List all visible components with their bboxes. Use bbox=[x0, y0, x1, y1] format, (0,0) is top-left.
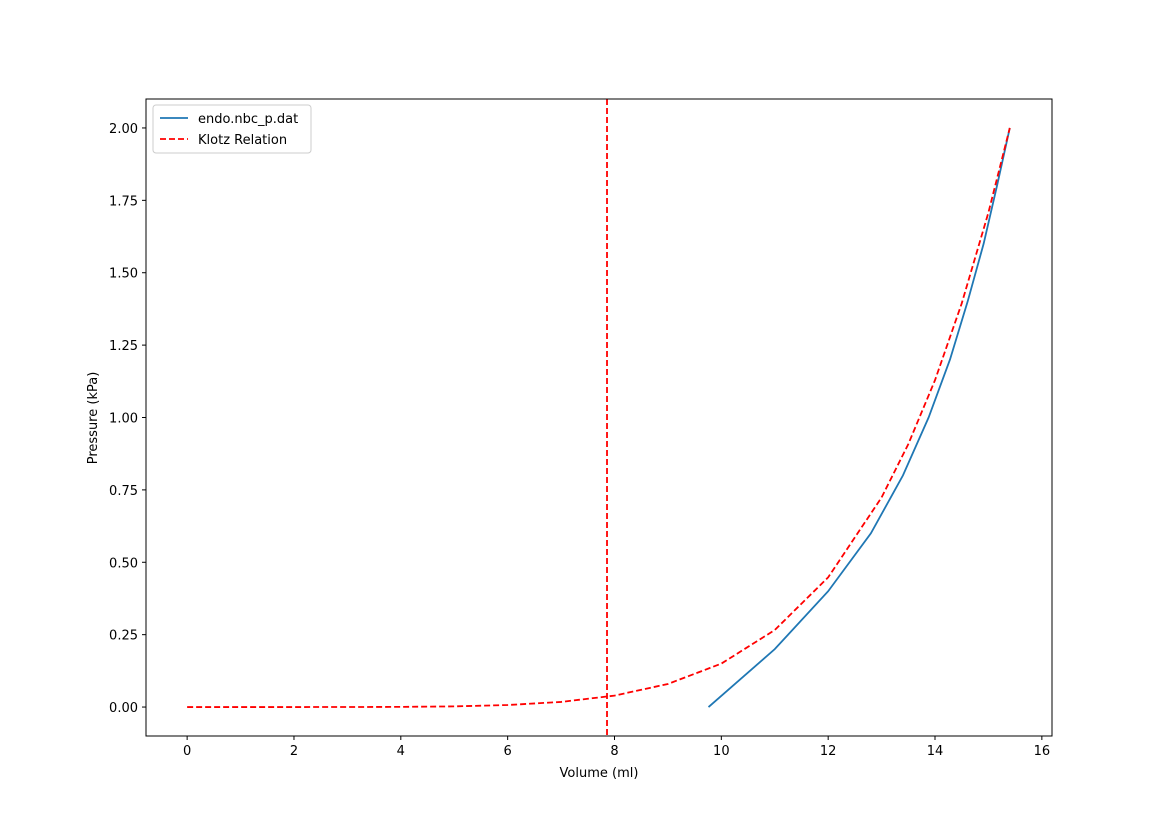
x-tick-label: 2 bbox=[290, 744, 298, 759]
plot-frame bbox=[145, 98, 1053, 737]
x-tick-label: 16 bbox=[1034, 744, 1051, 759]
y-tick-label: 1.25 bbox=[109, 339, 138, 354]
x-tick-label: 12 bbox=[820, 744, 837, 759]
x-tick-label: 6 bbox=[504, 744, 512, 759]
line-series bbox=[187, 127, 1011, 708]
x-tick-label: 8 bbox=[610, 744, 618, 759]
legend-box bbox=[152, 104, 312, 154]
x-tick-label: 14 bbox=[927, 744, 944, 759]
legend-label: Klotz Relation bbox=[198, 133, 287, 148]
y-tick-label: 1.75 bbox=[109, 194, 138, 209]
line-series bbox=[707, 127, 1011, 708]
y-tick-label: 0.50 bbox=[109, 556, 138, 571]
legend-label: endo.nbc_p.dat bbox=[198, 112, 298, 127]
x-tick-label: 0 bbox=[183, 744, 191, 759]
y-tick-label: 0.25 bbox=[109, 629, 138, 644]
y-tick-label: 1.50 bbox=[109, 267, 138, 282]
x-tick-label: 10 bbox=[713, 744, 730, 759]
y-tick-label: 1.00 bbox=[109, 412, 138, 427]
y-axis-label: Pressure (kPa) bbox=[86, 372, 101, 465]
y-tick-label: 0.75 bbox=[109, 484, 138, 499]
y-tick-label: 2.00 bbox=[109, 122, 138, 137]
x-axis-label: Volume (ml) bbox=[560, 766, 639, 781]
x-tick-label: 4 bbox=[397, 744, 405, 759]
y-tick-label: 0.00 bbox=[109, 701, 138, 716]
